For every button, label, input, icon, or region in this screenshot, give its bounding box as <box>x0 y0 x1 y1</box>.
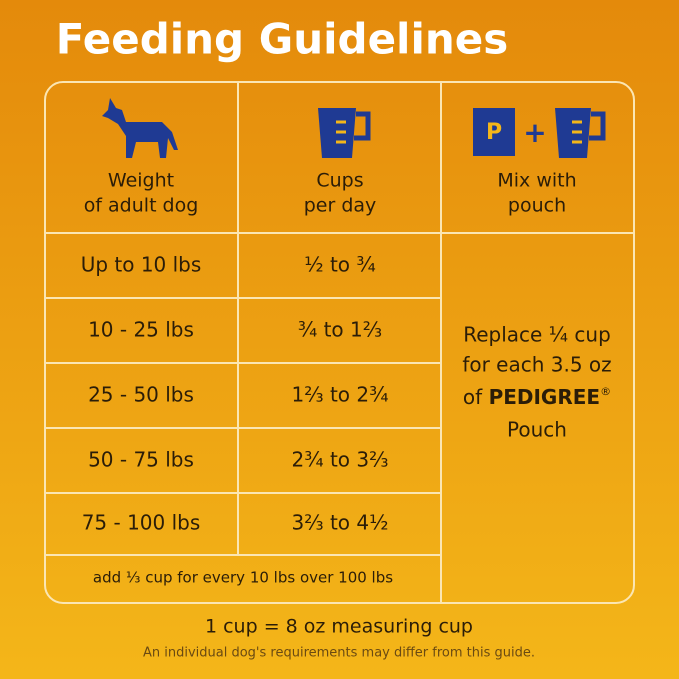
cup-icon <box>318 108 371 158</box>
mix-note-line: Pouch <box>507 418 567 442</box>
cups-cell: ¾ to 1⅔ <box>298 318 382 342</box>
footer-row: add ⅓ cup for every 10 lbs over 100 lbs <box>93 569 393 587</box>
measure-note: 1 cup = 8 oz measuring cup <box>205 616 473 638</box>
cups-cell: 1⅔ to 2¾ <box>291 383 388 407</box>
registered-mark: ® <box>600 385 611 398</box>
weight-cell: Up to 10 lbs <box>81 253 202 277</box>
mix-note-line: for each 3.5 oz <box>462 353 611 377</box>
mix-note-line: of PEDIGREE® <box>463 385 611 409</box>
weight-cell: 75 - 100 lbs <box>82 511 201 535</box>
header-line: Cups <box>316 170 363 192</box>
cups-cell: 2¾ to 3⅔ <box>291 448 388 472</box>
header-line: per day <box>304 195 377 217</box>
weight-cell: 25 - 50 lbs <box>88 383 194 407</box>
brand-name: PEDIGREE <box>489 385 601 409</box>
title: Feeding Guidelines <box>56 15 509 64</box>
disclaimer: An individual dog's requirements may dif… <box>143 646 535 661</box>
weight-cell: 50 - 75 lbs <box>88 448 194 472</box>
header-line: Weight <box>108 170 174 192</box>
table-body: Up to 10 lbs ½ to ¾ 10 - 25 lbs ¾ to 1⅔ 25 -… <box>81 253 389 535</box>
mix-note-line: Replace ¼ cup <box>463 323 611 347</box>
plus-sign: + <box>523 116 546 149</box>
dog-icon <box>102 98 178 158</box>
pouch-letter: P <box>486 120 502 145</box>
weight-cell: 10 - 25 lbs <box>88 318 194 342</box>
pouch-icon <box>473 108 515 156</box>
header-line: pouch <box>508 195 566 217</box>
mix-note-prefix: of <box>463 385 483 409</box>
header-line: of adult dog <box>84 195 199 217</box>
cups-cell: 3⅔ to 4½ <box>291 511 388 535</box>
header-line: Mix with <box>497 170 576 192</box>
table-grid <box>44 81 635 604</box>
cup-icon <box>555 108 606 158</box>
cups-cell: ½ to ¾ <box>304 253 376 277</box>
